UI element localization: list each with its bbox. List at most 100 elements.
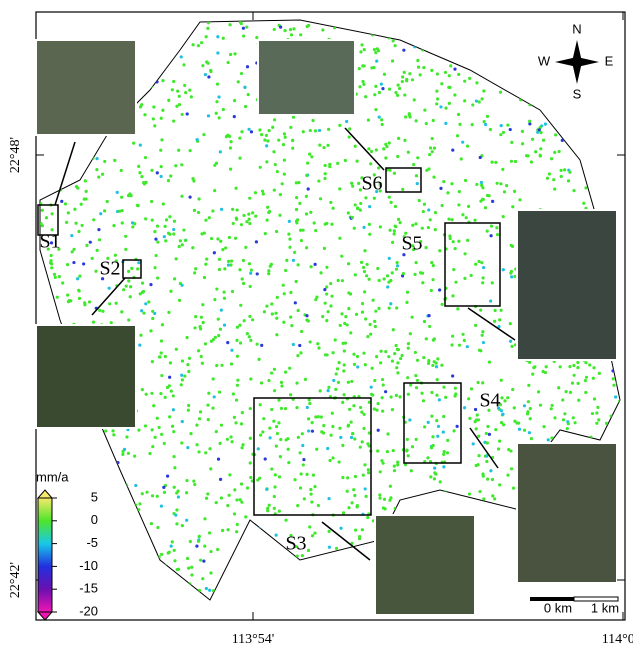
- point: [534, 150, 537, 153]
- point: [96, 482, 99, 485]
- point: [150, 200, 153, 203]
- point: [526, 412, 529, 415]
- point: [194, 267, 197, 270]
- point: [471, 103, 474, 106]
- point: [187, 409, 190, 412]
- point: [350, 182, 353, 185]
- point: [210, 340, 213, 343]
- point: [180, 32, 183, 35]
- point: [180, 374, 183, 377]
- point: [434, 45, 437, 48]
- point: [290, 33, 293, 36]
- point: [185, 519, 188, 522]
- point: [147, 44, 150, 47]
- point: [584, 361, 587, 364]
- point: [238, 324, 241, 327]
- point: [452, 240, 455, 243]
- point: [354, 587, 357, 590]
- point: [144, 424, 147, 427]
- point: [598, 372, 601, 375]
- point: [209, 550, 212, 553]
- point: [522, 595, 525, 598]
- point: [599, 190, 602, 193]
- point: [252, 563, 255, 566]
- point: [567, 422, 570, 425]
- point: [369, 333, 372, 336]
- point: [187, 370, 190, 373]
- point: [175, 105, 178, 108]
- point: [500, 578, 503, 581]
- point: [327, 595, 330, 598]
- compass-w: W: [538, 53, 551, 68]
- point: [244, 246, 247, 249]
- point: [199, 594, 202, 597]
- point: [132, 142, 135, 145]
- point: [96, 249, 99, 252]
- point: [328, 546, 331, 549]
- point: [241, 446, 244, 449]
- point: [260, 133, 263, 136]
- point: [75, 467, 78, 470]
- point: [120, 521, 123, 524]
- point: [346, 323, 349, 326]
- point: [450, 49, 453, 52]
- point: [616, 149, 619, 152]
- point: [259, 166, 262, 169]
- point: [300, 577, 303, 580]
- point: [181, 243, 184, 246]
- point: [118, 561, 121, 564]
- point: [277, 421, 280, 424]
- point: [120, 169, 123, 172]
- point: [265, 134, 268, 137]
- point: [98, 447, 101, 450]
- point: [485, 460, 488, 463]
- point: [70, 591, 73, 594]
- point: [281, 182, 284, 185]
- point: [303, 497, 306, 500]
- point: [193, 326, 196, 329]
- point: [244, 105, 247, 108]
- point: [568, 171, 571, 174]
- point: [143, 89, 146, 92]
- point: [422, 399, 425, 402]
- point: [569, 134, 572, 137]
- point: [585, 172, 588, 175]
- point: [242, 214, 245, 217]
- point: [137, 261, 140, 264]
- point: [101, 490, 104, 493]
- point: [55, 605, 58, 608]
- point: [507, 595, 510, 598]
- point: [408, 418, 411, 421]
- point: [207, 114, 210, 117]
- point: [572, 364, 575, 367]
- point: [41, 209, 44, 212]
- point: [479, 309, 482, 312]
- point: [568, 365, 571, 368]
- point: [338, 361, 341, 364]
- point: [509, 79, 512, 82]
- point: [228, 494, 231, 497]
- point: [223, 291, 226, 294]
- point: [545, 584, 548, 587]
- point: [226, 341, 229, 344]
- point: [231, 440, 234, 443]
- point: [421, 281, 424, 284]
- point: [442, 415, 445, 418]
- point: [442, 37, 445, 40]
- point: [348, 127, 351, 130]
- point: [433, 360, 436, 363]
- point: [327, 389, 330, 392]
- point: [413, 273, 416, 276]
- point: [466, 239, 469, 242]
- point: [346, 490, 349, 493]
- point: [220, 309, 223, 312]
- point: [114, 510, 117, 513]
- point: [54, 527, 57, 530]
- point: [209, 571, 212, 574]
- point: [510, 141, 513, 144]
- point: [506, 596, 509, 599]
- point: [363, 463, 366, 466]
- point: [69, 27, 72, 30]
- point: [504, 596, 507, 599]
- point: [151, 428, 154, 431]
